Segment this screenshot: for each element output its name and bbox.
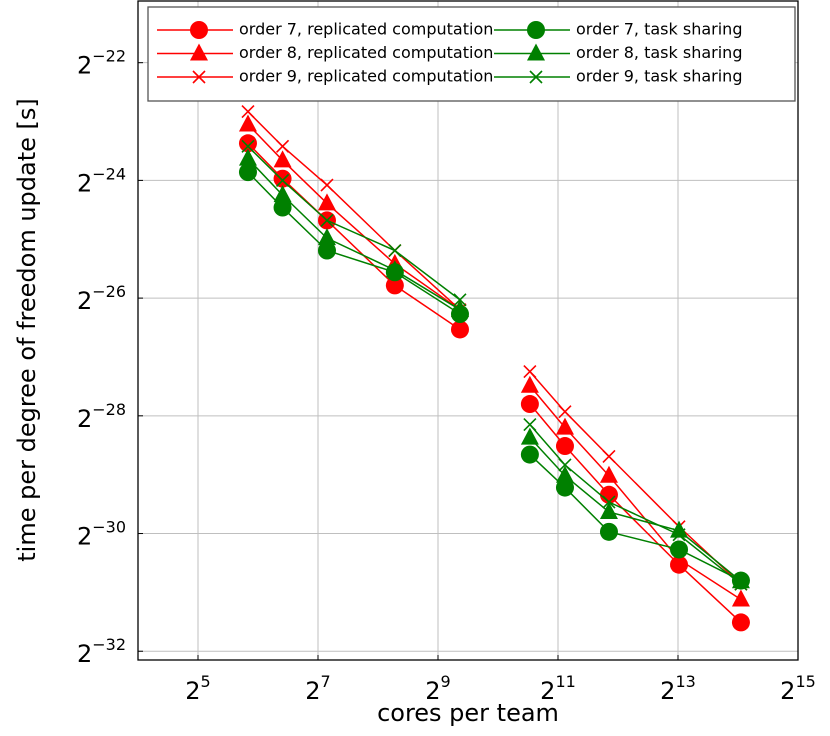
- y-tick-label: 2−22: [77, 46, 126, 80]
- series-line: [247, 111, 742, 585]
- y-tick-label: 2−32: [77, 635, 126, 669]
- marker: [599, 522, 618, 541]
- marker: [190, 43, 208, 61]
- legend-text: order 7, task sharing: [576, 20, 742, 39]
- marker: [190, 21, 208, 39]
- legend-item: order 8, replicated computation: [157, 43, 493, 62]
- marker: [555, 417, 574, 435]
- y-axis-label: time per degree of freedom update [s]: [13, 98, 41, 562]
- legend-text: order 8, task sharing: [576, 43, 742, 62]
- marker: [385, 276, 404, 295]
- marker: [317, 228, 336, 246]
- legend-text: order 7, replicated computation: [239, 20, 493, 39]
- marker: [602, 495, 616, 509]
- legend-item: order 9, replicated computation: [157, 67, 493, 86]
- marker: [273, 150, 292, 168]
- marker: [527, 21, 545, 39]
- marker: [320, 178, 334, 192]
- x-tick-label: 211: [540, 672, 576, 706]
- legend-text: order 8, replicated computation: [239, 43, 493, 62]
- x-tick-label: 213: [660, 672, 696, 706]
- marker: [317, 241, 336, 260]
- marker: [450, 299, 469, 317]
- marker: [275, 173, 290, 187]
- marker: [599, 485, 618, 504]
- marker: [450, 320, 469, 339]
- legend-box: [147, 6, 796, 102]
- marker: [527, 43, 545, 61]
- y-tick-label: 2−24: [77, 164, 126, 198]
- legend-text: order 9, replicated computation: [239, 67, 493, 86]
- legend-item: order 9, task sharing: [494, 67, 742, 86]
- marker: [520, 395, 539, 414]
- marker: [385, 260, 404, 278]
- marker: [602, 449, 616, 463]
- marker: [273, 185, 292, 203]
- marker: [238, 114, 257, 132]
- marker: [555, 465, 574, 483]
- marker: [558, 405, 572, 419]
- marker: [273, 169, 292, 188]
- marker: [520, 375, 539, 393]
- marker: [523, 365, 537, 379]
- series-line: [247, 123, 742, 601]
- marker: [520, 445, 539, 464]
- y-tick-label: 2−30: [77, 517, 126, 551]
- series-line: [247, 145, 742, 585]
- x-axis-label: cores per team: [377, 699, 559, 727]
- marker: [734, 577, 748, 591]
- marker: [453, 293, 467, 307]
- plot-frame: [137, 0, 799, 661]
- marker: [672, 528, 686, 542]
- marker: [558, 458, 572, 472]
- marker: [238, 134, 257, 153]
- marker: [317, 193, 336, 211]
- marker: [238, 148, 257, 166]
- marker: [275, 139, 290, 153]
- marker: [529, 70, 543, 84]
- marker: [599, 502, 618, 520]
- marker: [599, 465, 618, 483]
- marker: [192, 70, 206, 84]
- x-tick-label: 27: [305, 672, 330, 706]
- x-tick-label: 29: [425, 672, 450, 706]
- marker: [520, 427, 539, 445]
- marker: [731, 589, 750, 607]
- marker: [241, 139, 255, 153]
- legend-text: order 9, task sharing: [576, 67, 742, 86]
- x-tick-label: 215: [780, 672, 816, 706]
- marker: [273, 198, 292, 217]
- y-tick-label: 2−28: [77, 399, 126, 433]
- marker: [731, 571, 750, 589]
- legend-item: order 7, task sharing: [494, 20, 742, 39]
- y-tick-label: 2−26: [77, 282, 126, 316]
- marker: [555, 437, 574, 456]
- x-tick-label: 25: [185, 672, 210, 706]
- marker: [241, 105, 255, 119]
- marker: [238, 163, 257, 182]
- marker: [731, 613, 750, 632]
- marker: [555, 478, 574, 497]
- marker: [388, 243, 402, 258]
- legend-item: order 8, task sharing: [494, 43, 742, 62]
- marker: [523, 418, 537, 432]
- legend-item: order 7, replicated computation: [157, 20, 493, 39]
- marker: [670, 540, 689, 559]
- marker: [320, 213, 334, 227]
